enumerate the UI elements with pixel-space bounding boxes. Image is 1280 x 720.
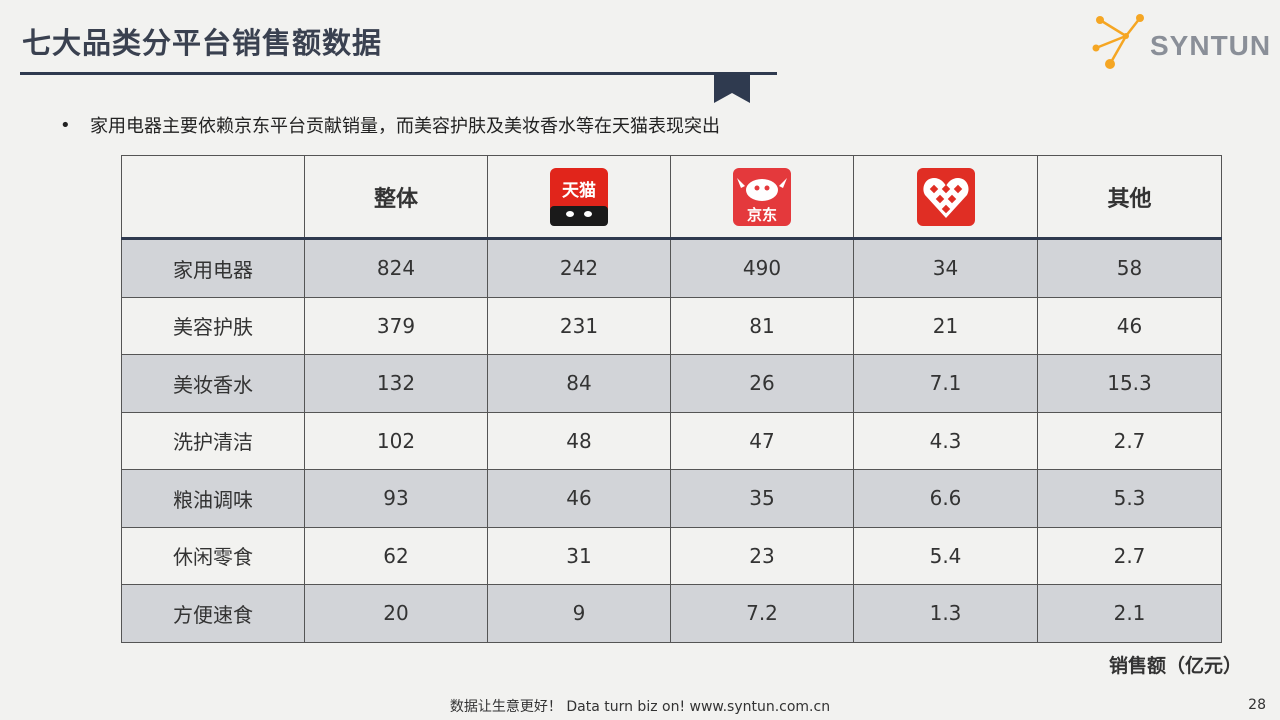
- unit-note: 销售额（亿元）: [1108, 655, 1242, 677]
- value-cell: 2.7: [1037, 411, 1222, 470]
- value-cell: 23: [670, 526, 854, 585]
- table-row: 粮油调味 93 46 35 6.6 5.3: [121, 469, 1222, 528]
- page-number: 28: [1248, 697, 1266, 713]
- header-other: 其他: [1037, 155, 1222, 239]
- table-row: 方便速食 20 9 7.2 1.3 2.1: [121, 584, 1222, 643]
- bullet-icon: •: [60, 114, 71, 136]
- value-cell: 7.2: [670, 584, 854, 643]
- value-cell: 132: [304, 354, 488, 413]
- value-cell: 62: [304, 526, 488, 585]
- value-cell: 84: [487, 354, 671, 413]
- value-cell: 231: [487, 296, 671, 355]
- table-row: 洗护清洁 102 48 47 4.3 2.7: [121, 411, 1222, 470]
- syntun-logo-icon: [1092, 14, 1144, 69]
- header-tmall: 天猫: [487, 155, 671, 239]
- title-divider: [20, 72, 777, 75]
- tmall-logo-label: 天猫: [562, 180, 596, 201]
- value-cell: 47: [670, 411, 854, 470]
- value-cell: 2.7: [1037, 526, 1222, 585]
- value-cell: 4.3: [853, 411, 1038, 470]
- table-row: 休闲零食 62 31 23 5.4 2.7: [121, 526, 1222, 585]
- value-cell: 48: [487, 411, 671, 470]
- value-cell: 102: [304, 411, 488, 470]
- category-cell: 洗护清洁: [121, 411, 305, 470]
- value-cell: 21: [853, 296, 1038, 355]
- bookmark-icon: [714, 75, 750, 103]
- value-cell: 35: [670, 469, 854, 528]
- value-cell: 93: [304, 469, 488, 528]
- footer-slogan: 数据让生意更好！ Data turn biz on! www.syntun.co…: [449, 699, 831, 715]
- table-row: 家用电器 824 242 490 34 58: [121, 238, 1222, 298]
- brand-name: SYNTUN: [1150, 30, 1272, 61]
- sales-table: 整体 天猫 京东: [121, 155, 1222, 643]
- header-empty-cell: [121, 155, 305, 239]
- value-cell: 31: [487, 526, 671, 585]
- table-row: 美容护肤 379 231 81 21 46: [121, 296, 1222, 355]
- value-cell: 1.3: [853, 584, 1038, 643]
- category-cell: 粮油调味: [121, 469, 305, 528]
- jd-logo-icon: 京东: [733, 167, 791, 226]
- value-cell: 46: [1037, 296, 1222, 355]
- value-cell: 15.3: [1037, 354, 1222, 413]
- bullet-text: 家用电器主要依赖京东平台贡献销量，而美容护肤及美妆香水等在天猫表现突出: [90, 116, 720, 137]
- value-cell: 490: [670, 238, 854, 298]
- header-pinduoduo: [853, 155, 1038, 239]
- jd-logo-label: 京东: [747, 206, 777, 224]
- table-row: 美妆香水 132 84 26 7.1 15.3: [121, 354, 1222, 413]
- value-cell: 46: [487, 469, 671, 528]
- table-header-row: 整体 天猫 京东: [121, 155, 1222, 239]
- value-cell: 242: [487, 238, 671, 298]
- category-cell: 家用电器: [121, 238, 305, 298]
- header-jd: 京东: [670, 155, 854, 239]
- value-cell: 20: [304, 584, 488, 643]
- category-cell: 方便速食: [121, 584, 305, 643]
- value-cell: 5.4: [853, 526, 1038, 585]
- value-cell: 81: [670, 296, 854, 355]
- value-cell: 9: [487, 584, 671, 643]
- value-cell: 58: [1037, 238, 1222, 298]
- value-cell: 5.3: [1037, 469, 1222, 528]
- value-cell: 379: [304, 296, 488, 355]
- category-cell: 休闲零食: [121, 526, 305, 585]
- value-cell: 34: [853, 238, 1038, 298]
- value-cell: 2.1: [1037, 584, 1222, 643]
- category-cell: 美容护肤: [121, 296, 305, 355]
- page-title: 七大品类分平台销售额数据: [22, 26, 383, 60]
- value-cell: 824: [304, 238, 488, 298]
- value-cell: 7.1: [853, 354, 1038, 413]
- tmall-logo-icon: 天猫: [550, 167, 608, 226]
- value-cell: 26: [670, 354, 854, 413]
- pinduoduo-logo-icon: [916, 167, 975, 226]
- category-cell: 美妆香水: [121, 354, 305, 413]
- bullet-point: • 家用电器主要依赖京东平台贡献销量，而美容护肤及美妆香水等在天猫表现突出: [60, 112, 720, 138]
- header-overall: 整体: [304, 155, 488, 239]
- value-cell: 6.6: [853, 469, 1038, 528]
